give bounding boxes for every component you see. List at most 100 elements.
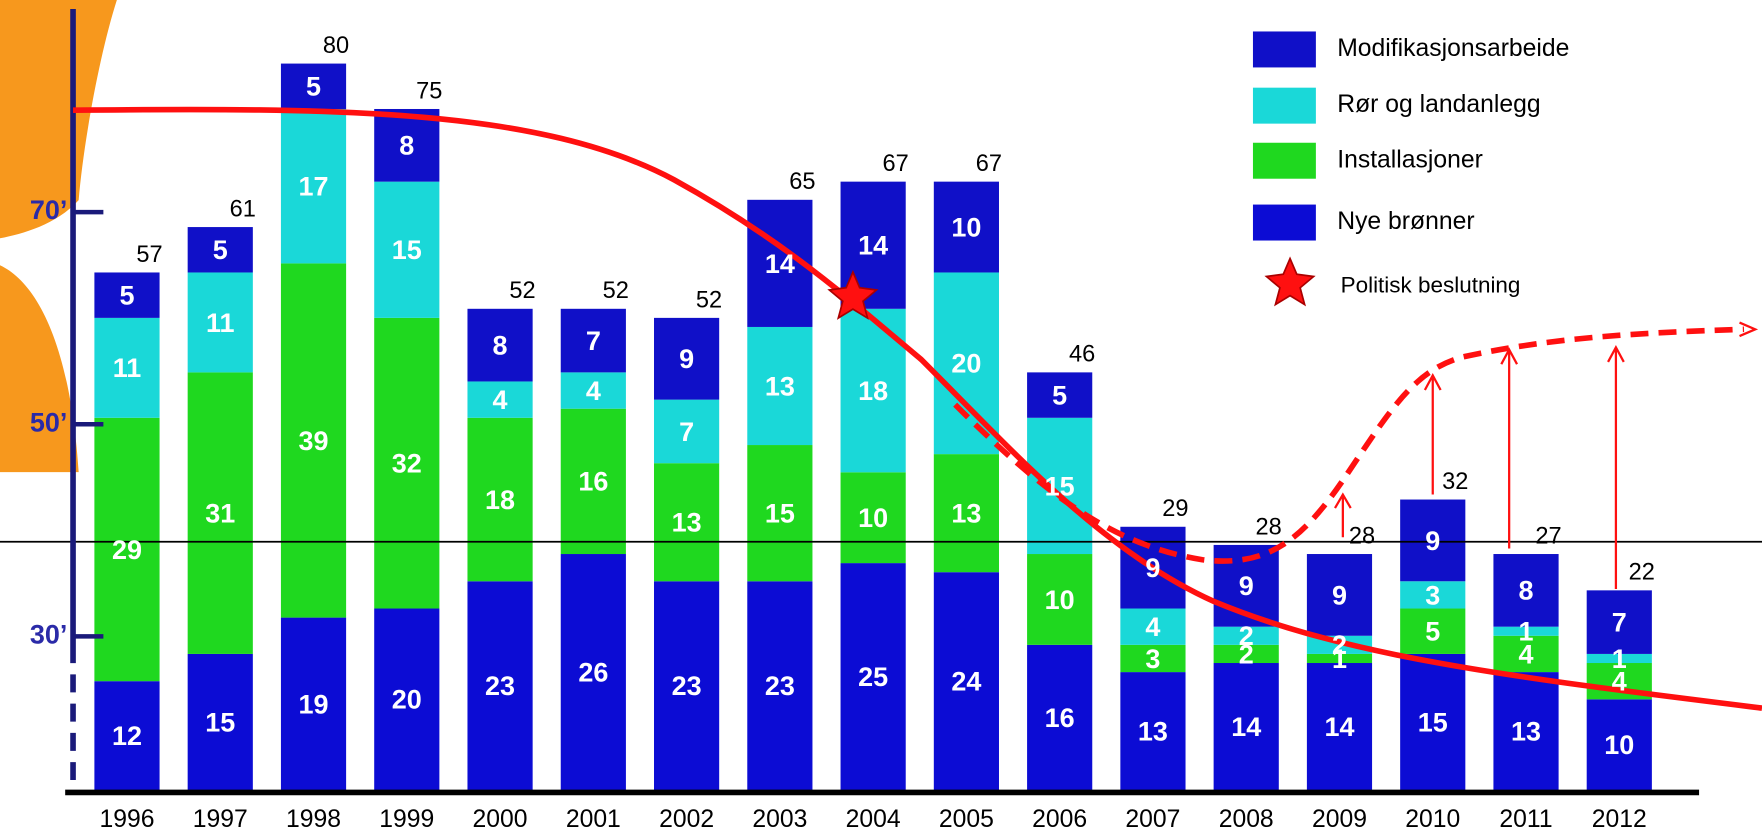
- segment-label: 3: [1145, 644, 1160, 674]
- y2-tick-label: 70’: [30, 195, 67, 225]
- bar-segment: [933, 454, 999, 573]
- segment-label: 29: [112, 535, 142, 565]
- x-tick-label: 2002: [659, 806, 714, 833]
- bar-segment: [654, 463, 720, 582]
- total-label: 80: [323, 33, 349, 59]
- segment-label: 32: [392, 449, 422, 479]
- segment-label: 13: [1138, 717, 1168, 747]
- x-tick-label: 2009: [1312, 806, 1367, 833]
- bar-segment: [94, 272, 160, 318]
- bar-segment: [467, 381, 533, 418]
- bar-segment: [1213, 626, 1279, 645]
- bar-segment: [1493, 554, 1559, 627]
- bar-segment: [1493, 635, 1559, 673]
- x-tick-label: 2007: [1125, 806, 1180, 833]
- segment-label: 5: [1052, 380, 1067, 410]
- bar-segment: [1586, 699, 1652, 791]
- bar-segment: [560, 408, 626, 555]
- bar-segment: [933, 181, 999, 273]
- bar-segment: [467, 581, 533, 791]
- segment-label: 9: [1332, 580, 1347, 610]
- segment-label: 14: [1231, 712, 1261, 742]
- bar-segment: [280, 263, 347, 618]
- total-label: 28: [1349, 523, 1375, 549]
- segment-label: 9: [1239, 571, 1254, 601]
- segment-label: 25: [858, 662, 888, 692]
- total-label: 52: [603, 278, 629, 304]
- segment-label: 16: [1045, 703, 1075, 733]
- segment-label: 16: [578, 467, 608, 497]
- bar-segment: [1120, 608, 1186, 645]
- segment-label: 7: [1612, 608, 1627, 638]
- bar-segment: [1213, 663, 1279, 791]
- bar-segment: [840, 563, 906, 791]
- trend-curve: [73, 106, 1762, 711]
- total-label: 61: [230, 196, 256, 222]
- bar-segment: [1400, 653, 1466, 791]
- x-tick-label: 2010: [1405, 806, 1460, 833]
- bar-segment: [187, 372, 253, 654]
- segment-label: 12: [112, 721, 142, 751]
- x-tick-label: 1998: [286, 806, 341, 833]
- segment-label: 1: [1332, 644, 1347, 674]
- bar-segment: [1213, 644, 1279, 664]
- x-tick-label: 2008: [1219, 806, 1274, 833]
- legend-annotation: Politisk beslutning: [1341, 273, 1521, 298]
- segment-label: 19: [299, 689, 329, 719]
- bar-segment: [560, 554, 626, 791]
- x-tick-label: 2006: [1032, 806, 1087, 833]
- bar-segment: [467, 417, 533, 582]
- bar-segment: [1306, 653, 1373, 664]
- segment-label: 15: [765, 499, 795, 529]
- total-label: 57: [136, 242, 162, 268]
- bar-segment: [374, 608, 440, 791]
- total-label: 67: [976, 151, 1002, 177]
- bar-segment: [1306, 554, 1373, 636]
- bar-segment: [374, 181, 440, 318]
- total-label: 52: [509, 278, 535, 304]
- total-label: 27: [1535, 523, 1561, 549]
- segment-label: 10: [951, 212, 981, 242]
- segment-label: 4: [493, 385, 508, 415]
- segment-label: 10: [858, 503, 888, 533]
- bar-segment: [1306, 663, 1373, 791]
- legend-swatch: [1252, 87, 1316, 124]
- segment-label: 7: [586, 326, 601, 356]
- x-tick-label: 2000: [473, 806, 528, 833]
- bar-segment: [747, 326, 813, 446]
- bar-segment: [1027, 417, 1093, 555]
- segment-label: 4: [1145, 612, 1160, 642]
- segment-label: 15: [205, 707, 235, 737]
- legend-label: Nye brønner: [1337, 208, 1474, 235]
- bar-segment: [187, 272, 253, 373]
- segment-label: 23: [765, 671, 795, 701]
- total-label: 28: [1256, 514, 1282, 540]
- segment-label: 39: [299, 426, 329, 456]
- legend-label: Installasjoner: [1337, 146, 1483, 173]
- segment-label: 11: [206, 308, 235, 338]
- bar-segment: [933, 572, 999, 791]
- segment-label: 26: [578, 657, 608, 687]
- bar-segment: [1120, 672, 1186, 791]
- x-tick-label: 1997: [193, 806, 248, 833]
- segment-label: 10: [1045, 585, 1075, 615]
- segment-label: 13: [951, 499, 981, 529]
- segment-label: 9: [1145, 553, 1160, 583]
- segment-label: 14: [765, 249, 795, 279]
- bar-segment: [654, 581, 720, 791]
- bar-segment: [1400, 608, 1466, 654]
- x-tick-label: 2005: [939, 806, 994, 833]
- bar-segment: [94, 317, 160, 418]
- bar-segment: [467, 308, 533, 382]
- segment-label: 15: [1045, 471, 1075, 501]
- legend-swatch: [1252, 142, 1316, 179]
- x-tick-label: 2012: [1592, 806, 1647, 833]
- bar-segment: [374, 317, 440, 609]
- arrows: [1334, 344, 1625, 589]
- bar-segment: [94, 681, 160, 791]
- segment-label: 20: [392, 685, 422, 715]
- legend-label: Rør og landanlegg: [1337, 91, 1540, 118]
- total-label: 75: [416, 78, 442, 104]
- x-tick-label: 2011: [1499, 806, 1552, 833]
